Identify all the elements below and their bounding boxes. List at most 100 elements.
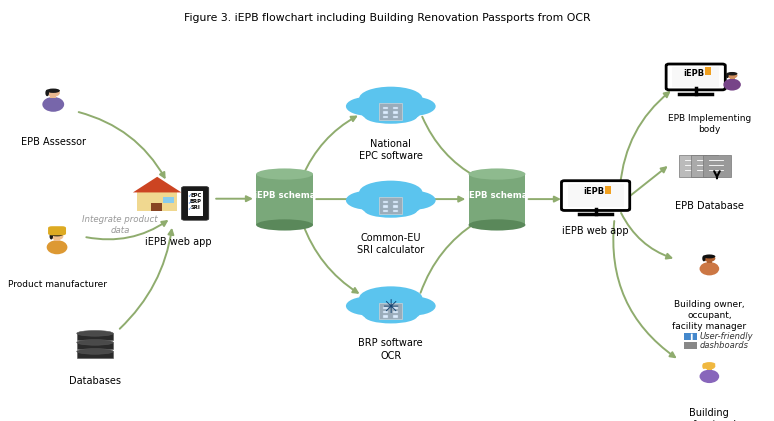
Text: ✓: ✓ (188, 193, 192, 198)
FancyArrowPatch shape (87, 221, 166, 240)
FancyBboxPatch shape (383, 315, 388, 318)
Ellipse shape (390, 191, 436, 210)
FancyBboxPatch shape (50, 94, 57, 98)
FancyBboxPatch shape (392, 315, 398, 318)
Ellipse shape (704, 362, 715, 370)
FancyBboxPatch shape (392, 201, 398, 203)
FancyBboxPatch shape (392, 205, 398, 208)
FancyArrowPatch shape (613, 221, 675, 357)
Text: User-friendly: User-friendly (700, 332, 753, 341)
FancyBboxPatch shape (163, 197, 174, 203)
Text: EPB Database: EPB Database (675, 201, 744, 211)
Ellipse shape (77, 330, 113, 336)
Ellipse shape (724, 79, 741, 91)
FancyBboxPatch shape (392, 306, 398, 309)
FancyArrowPatch shape (420, 222, 476, 293)
Text: i: i (689, 331, 692, 341)
Text: Integrate product
data: Integrate product data (82, 215, 158, 235)
Text: iEPB web app: iEPB web app (562, 226, 629, 236)
Text: iEPB: iEPB (583, 187, 604, 196)
FancyArrowPatch shape (621, 213, 671, 258)
FancyBboxPatch shape (666, 64, 725, 90)
FancyBboxPatch shape (383, 306, 388, 309)
Text: ✳: ✳ (382, 298, 399, 317)
FancyArrowPatch shape (423, 197, 463, 202)
FancyBboxPatch shape (187, 191, 203, 216)
FancyBboxPatch shape (561, 181, 630, 210)
Ellipse shape (700, 370, 719, 383)
Ellipse shape (361, 198, 403, 215)
Ellipse shape (43, 97, 64, 112)
FancyBboxPatch shape (672, 67, 719, 87)
Ellipse shape (702, 256, 706, 261)
Text: EPB Assessor: EPB Assessor (21, 137, 86, 147)
FancyBboxPatch shape (383, 201, 388, 203)
FancyBboxPatch shape (383, 205, 388, 208)
Ellipse shape (704, 362, 715, 366)
FancyBboxPatch shape (705, 67, 711, 75)
FancyBboxPatch shape (707, 260, 712, 263)
FancyBboxPatch shape (151, 203, 163, 211)
FancyBboxPatch shape (54, 238, 60, 241)
FancyArrowPatch shape (529, 197, 559, 202)
Ellipse shape (704, 254, 715, 258)
Text: BRP software
OCR: BRP software OCR (358, 338, 423, 361)
FancyArrowPatch shape (216, 196, 251, 201)
FancyArrowPatch shape (302, 222, 358, 293)
Ellipse shape (700, 262, 719, 275)
Text: Common-EU
SRI calculator: Common-EU SRI calculator (357, 233, 424, 255)
Text: iEPB schema: iEPB schema (254, 191, 315, 200)
Ellipse shape (46, 88, 60, 93)
FancyBboxPatch shape (181, 187, 209, 220)
Ellipse shape (378, 304, 421, 321)
FancyBboxPatch shape (383, 210, 388, 212)
Text: dashboards: dashboards (700, 341, 748, 349)
Text: National
EPC software: National EPC software (359, 139, 423, 161)
Ellipse shape (46, 90, 49, 96)
Text: EPB Implementing
body: EPB Implementing body (668, 114, 751, 134)
Ellipse shape (346, 296, 392, 315)
Ellipse shape (46, 240, 67, 254)
FancyBboxPatch shape (567, 184, 624, 207)
Text: Databases: Databases (69, 376, 121, 386)
FancyBboxPatch shape (48, 226, 66, 235)
Ellipse shape (390, 97, 436, 116)
FancyArrowPatch shape (317, 197, 357, 202)
FancyArrowPatch shape (620, 92, 669, 186)
Ellipse shape (365, 109, 417, 124)
Text: SRI: SRI (191, 205, 200, 210)
Ellipse shape (726, 73, 729, 78)
FancyBboxPatch shape (77, 342, 113, 349)
Ellipse shape (50, 231, 64, 234)
FancyBboxPatch shape (704, 155, 731, 177)
Ellipse shape (702, 363, 706, 369)
FancyBboxPatch shape (256, 174, 313, 225)
Ellipse shape (50, 233, 53, 240)
Ellipse shape (727, 72, 738, 75)
Text: Building owner,
occupant,
facility manager: Building owner, occupant, facility manag… (673, 300, 746, 331)
Ellipse shape (468, 168, 526, 180)
Ellipse shape (390, 296, 436, 315)
FancyBboxPatch shape (379, 303, 402, 319)
FancyBboxPatch shape (683, 341, 697, 349)
FancyBboxPatch shape (468, 174, 526, 225)
Text: iEPB: iEPB (683, 69, 704, 77)
Ellipse shape (256, 219, 313, 231)
Ellipse shape (256, 168, 313, 180)
Ellipse shape (365, 203, 417, 218)
FancyBboxPatch shape (691, 155, 718, 177)
FancyArrowPatch shape (629, 167, 666, 196)
FancyBboxPatch shape (383, 107, 388, 109)
FancyBboxPatch shape (138, 192, 177, 211)
Ellipse shape (361, 304, 403, 321)
FancyBboxPatch shape (379, 197, 402, 213)
Text: iEPB web app: iEPB web app (145, 237, 212, 247)
Ellipse shape (346, 191, 392, 210)
FancyArrowPatch shape (120, 230, 173, 329)
FancyBboxPatch shape (77, 333, 113, 341)
FancyBboxPatch shape (679, 155, 707, 177)
Ellipse shape (359, 181, 423, 204)
Ellipse shape (727, 72, 738, 79)
Ellipse shape (378, 104, 421, 121)
Text: EPC: EPC (190, 193, 201, 198)
